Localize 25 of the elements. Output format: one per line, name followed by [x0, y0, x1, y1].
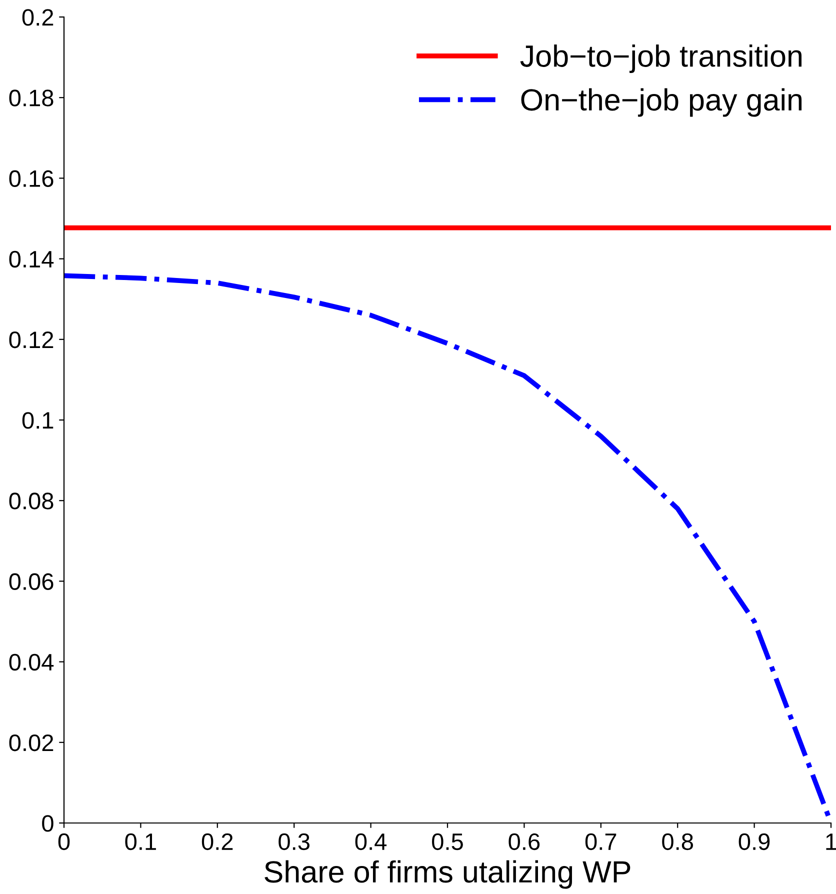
y-tick-label: 0.1	[22, 412, 54, 429]
x-tick-label: 0.3	[278, 833, 310, 850]
y-tick-label: 0.18	[9, 90, 54, 106]
y-tick-label: 0.12	[9, 331, 54, 348]
y-tick-label: 0.2	[22, 9, 54, 26]
x-tick-label: 0.7	[585, 833, 616, 850]
x-tick-label: 0.4	[355, 833, 387, 850]
x-tick-label: 0.5	[432, 833, 463, 850]
y-tick-label: 0.16	[9, 170, 54, 187]
legend-label: On−the−job pay gain	[521, 88, 802, 117]
y-tick-label: 0.04	[9, 654, 54, 671]
y-tick-label: 0.02	[9, 734, 54, 752]
x-tick-label: 0.6	[508, 833, 540, 850]
legend-label: Job−to−job transition	[520, 44, 802, 73]
x-tick-label: 0.8	[662, 833, 693, 850]
y-tick-label: 0.08	[9, 492, 54, 510]
x-tick-label: 0.9	[738, 833, 770, 850]
y-tick-label: 0.06	[9, 573, 54, 590]
x-axis-title: Share of firms utalizing WP	[264, 860, 630, 889]
x-tick-label: 0	[58, 833, 70, 850]
x-tick-label: 0.1	[125, 833, 156, 850]
y-tick-label: 0	[42, 815, 54, 832]
x-tick-label: 0.2	[202, 833, 233, 850]
x-tick-label: 1	[826, 834, 836, 850]
y-tick-label: 0.14	[9, 250, 54, 268]
